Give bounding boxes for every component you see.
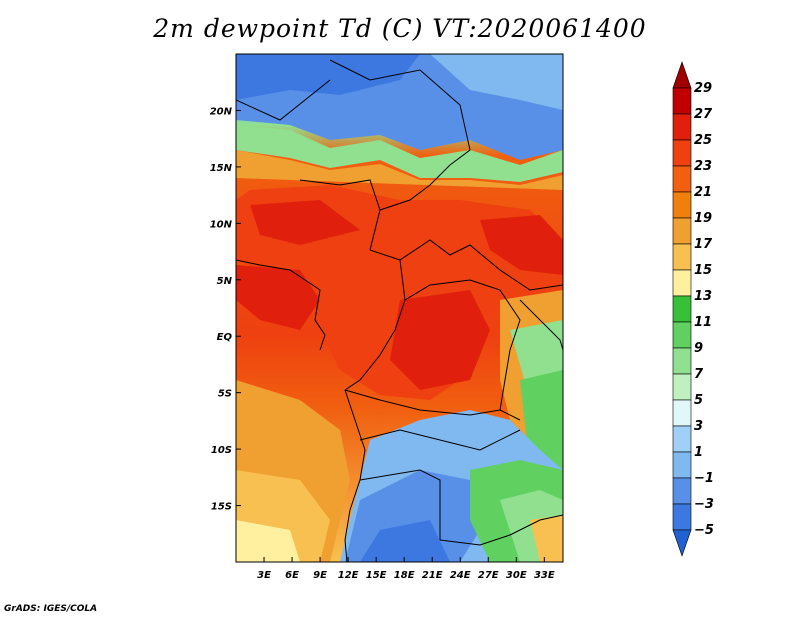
latitude-axis: 20N 15N 10N 5N EQ 5S 10S 15S bbox=[210, 106, 241, 513]
lon-tick-label: 9E bbox=[313, 570, 327, 581]
lat-tick-label: 10N bbox=[210, 219, 233, 230]
colorbar-segment bbox=[672, 243, 692, 271]
colorbar-level-label: 21 bbox=[694, 185, 712, 200]
lon-tick-label: 30E bbox=[506, 570, 527, 581]
colorbar-level-label: 25 bbox=[694, 133, 712, 148]
colorbar-level-label: 3 bbox=[694, 419, 703, 434]
colorbar-level-label: −1 bbox=[694, 471, 714, 486]
chart-title: 2m dewpoint Td (C) VT:2020061400 bbox=[153, 14, 647, 43]
colorbar-level-label: 17 bbox=[694, 237, 713, 252]
colorbar-segment bbox=[672, 503, 692, 531]
colorbar-level-label: 15 bbox=[694, 263, 712, 278]
lat-tick-label: 15N bbox=[210, 163, 233, 174]
colorbar-segment bbox=[672, 373, 692, 401]
colorbar-level-label: −3 bbox=[694, 497, 714, 512]
colorbar-segment bbox=[672, 529, 692, 557]
colorbar-level-label: 13 bbox=[694, 289, 712, 304]
lon-tick-label: 12E bbox=[338, 570, 359, 581]
colorbar-segment bbox=[672, 347, 692, 375]
colorbar-segments bbox=[672, 61, 692, 557]
colorbar-segment bbox=[672, 113, 692, 141]
lat-tick-label: 15S bbox=[211, 502, 232, 513]
colorbar-level-label: 11 bbox=[694, 315, 712, 330]
lat-tick-label: 5S bbox=[218, 389, 232, 400]
lon-tick-label: 3E bbox=[257, 570, 271, 581]
grads-credit: GrADS: IGES/COLA bbox=[4, 604, 98, 614]
colorbar-level-label: 29 bbox=[694, 81, 712, 96]
colorbar-level-label: 1 bbox=[694, 445, 703, 460]
colorbar-segment bbox=[672, 191, 692, 219]
colorbar-level-label: 23 bbox=[694, 159, 712, 174]
colorbar-segment bbox=[672, 425, 692, 453]
lon-tick-label: 24E bbox=[450, 570, 471, 581]
lon-tick-label: 15E bbox=[366, 570, 387, 581]
colorbar-level-label: 9 bbox=[694, 341, 703, 356]
colorbar-labels: 29 27 25 23 21 19 17 15 13 11 9 7 5 3 1 −1 −3 −5 bbox=[694, 81, 714, 538]
colorbar-segment bbox=[672, 217, 692, 245]
colorbar-level-label: 7 bbox=[694, 367, 704, 382]
colorbar-segment bbox=[672, 477, 692, 505]
colorbar-level-label: 19 bbox=[694, 211, 712, 226]
colorbar-segment bbox=[672, 165, 692, 193]
colorbar-segment bbox=[672, 321, 692, 349]
colorbar-segment bbox=[672, 87, 692, 115]
longitude-axis: 3E 6E 9E 12E 15E 18E 21E 24E 27E 30E 33E bbox=[257, 557, 555, 581]
lat-tick-label: EQ bbox=[217, 332, 233, 343]
colorbar-segment bbox=[672, 451, 692, 479]
colorbar-segment bbox=[672, 269, 692, 297]
colorbar-level-label: 27 bbox=[694, 107, 713, 122]
lon-tick-label: 18E bbox=[394, 570, 415, 581]
lon-tick-label: 33E bbox=[534, 570, 555, 581]
lat-tick-label: 10S bbox=[211, 445, 232, 456]
lat-tick-label: 20N bbox=[210, 106, 233, 117]
lon-tick-label: 27E bbox=[478, 570, 499, 581]
lat-tick-label: 5N bbox=[217, 276, 233, 287]
lon-tick-label: 21E bbox=[422, 570, 443, 581]
colorbar-level-label: 5 bbox=[694, 393, 703, 408]
colorbar-segment bbox=[672, 295, 692, 323]
colorbar-segment bbox=[672, 399, 692, 427]
dewpoint-field bbox=[236, 54, 563, 562]
colorbar-segment bbox=[672, 61, 692, 89]
colorbar-level-label: −5 bbox=[694, 523, 714, 538]
plot-frame bbox=[235, 53, 564, 563]
colorbar-segment bbox=[672, 139, 692, 167]
lon-tick-label: 6E bbox=[285, 570, 299, 581]
